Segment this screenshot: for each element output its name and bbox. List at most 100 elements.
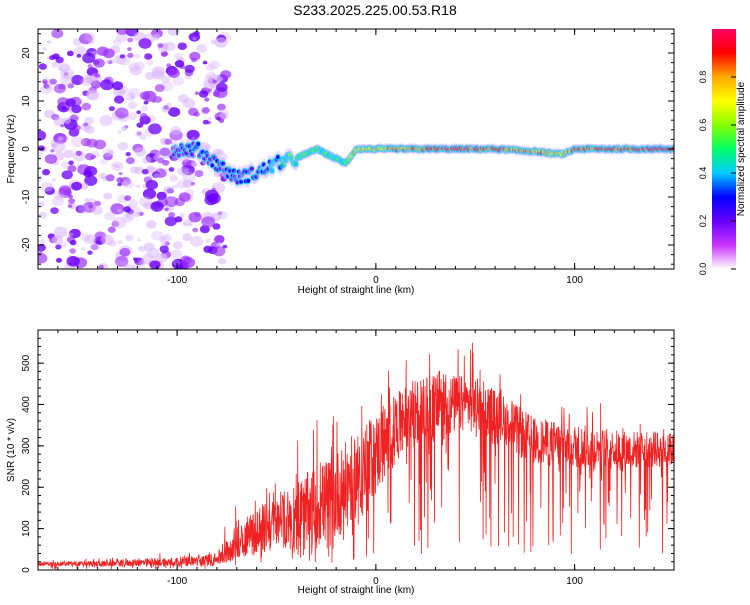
noise-blob [134, 147, 147, 157]
noise-blob [83, 122, 89, 127]
noise-blob [164, 138, 173, 145]
noise-blob [99, 115, 113, 126]
spectrogram-xlabel: Height of straight line (km) [298, 285, 415, 296]
colorbar-tick-label: 0.4 [698, 167, 708, 180]
noise-blob [69, 228, 81, 239]
noise-blob [63, 149, 74, 159]
noise-blob [212, 246, 226, 257]
ridge-core [270, 168, 275, 173]
noise-blob [204, 75, 213, 82]
noise-blob [194, 91, 200, 96]
noise-blob [194, 170, 204, 178]
noise-blob [222, 244, 228, 249]
colorbar-label: Normalized spectral amplitude [736, 81, 747, 216]
noise-blob [213, 235, 225, 244]
noise-blob [130, 95, 135, 100]
noise-blob [90, 80, 102, 89]
noise-blob [142, 188, 157, 200]
noise-blob [170, 126, 182, 136]
ridge-core [231, 168, 236, 173]
noise-blob [126, 157, 135, 165]
noise-blob [108, 58, 115, 64]
noise-blob [149, 260, 161, 269]
noise-blob [106, 85, 112, 90]
noise-blob [39, 84, 53, 95]
noise-blob [212, 79, 218, 84]
noise-blob [177, 42, 187, 50]
noise-blob [105, 174, 115, 182]
noise-blob [93, 139, 107, 150]
noise-blob [38, 63, 47, 70]
noise-blob [143, 41, 149, 45]
noise-blob [188, 211, 202, 223]
noise-blob [181, 159, 192, 168]
ridge-core [184, 151, 189, 156]
noise-blob [100, 234, 114, 245]
noise-blob [38, 175, 44, 182]
x-tick-label: -100 [167, 275, 187, 286]
noise-blob [135, 131, 141, 137]
noise-blob [50, 207, 59, 215]
noise-blob [172, 184, 178, 189]
x-tick-label: 100 [566, 576, 583, 587]
noise-blob [55, 257, 63, 263]
ridge-core [249, 166, 254, 171]
ridge-core [187, 144, 192, 149]
noise-blob [159, 245, 169, 253]
noise-blob [116, 177, 124, 183]
noise-blob [216, 242, 223, 248]
noise-blob [117, 130, 122, 134]
y-tick-label: 20 [21, 47, 32, 59]
noise-blob [186, 129, 200, 141]
noise-blob [148, 123, 162, 135]
noise-blob [98, 264, 104, 269]
noise-blob [38, 130, 47, 141]
snr-ylabel: SNR (10 * v/v) [6, 418, 17, 482]
noise-blob [172, 259, 181, 266]
noise-blob [178, 192, 191, 202]
noise-blob [43, 77, 49, 82]
noise-blob [118, 171, 123, 176]
y-tick-label: 100 [21, 520, 32, 537]
noise-blob [87, 38, 96, 45]
noise-blob [211, 182, 226, 193]
noise-blob [187, 107, 199, 117]
noise-blob [41, 181, 54, 192]
snr-xlabel: Height of straight line (km) [298, 585, 415, 596]
colorbar-ticks: 0.0 0.2 0.4 0.6 0.8 [698, 71, 736, 275]
noise-blob [42, 78, 48, 84]
y-tick-label: 10 [21, 95, 32, 107]
noise-blob [61, 170, 73, 180]
y-tick-label: 500 [21, 354, 32, 371]
noise-blob [103, 192, 113, 200]
noise-blob [170, 186, 175, 190]
noise-blob [174, 60, 185, 68]
noise-blob [85, 89, 99, 100]
noise-blob [120, 126, 128, 132]
noise-blob [110, 203, 125, 215]
noise-blob [145, 179, 158, 190]
noise-blob [112, 39, 122, 46]
noise-blob [177, 166, 189, 176]
noise-blob [51, 29, 64, 39]
y-tick-label: 200 [21, 478, 32, 495]
noise-blob [90, 150, 100, 159]
noise-blob [207, 117, 212, 121]
noise-blob [84, 117, 94, 125]
noise-blob [154, 253, 168, 264]
noise-blob [58, 83, 66, 90]
noise-blob [125, 234, 134, 242]
noise-blob [127, 47, 132, 51]
noise-blob [184, 64, 195, 74]
noise-blob [113, 164, 118, 168]
noise-blob [117, 240, 123, 245]
noise-blob [198, 141, 210, 152]
noise-blob [49, 78, 57, 85]
noise-blob [74, 46, 87, 56]
noise-blob [84, 197, 90, 202]
noise-blob [160, 241, 168, 247]
noise-blob [121, 213, 133, 224]
noise-blob [51, 177, 57, 182]
noise-blob [168, 107, 181, 117]
